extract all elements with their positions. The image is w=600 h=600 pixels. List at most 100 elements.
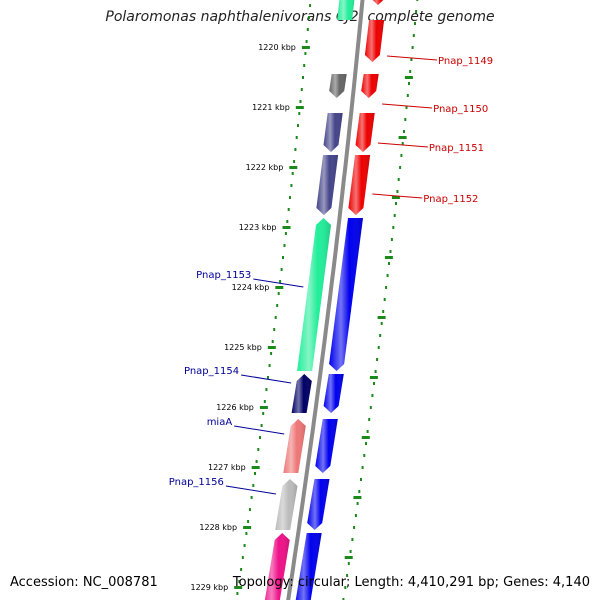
scale-dot	[254, 472, 256, 475]
scale-dot	[299, 100, 302, 103]
gene-feature[interactable]	[361, 74, 379, 98]
scale-dot	[349, 550, 352, 553]
scale-dot	[291, 172, 294, 175]
scale-dot	[376, 358, 379, 361]
scale-dot	[271, 340, 274, 343]
gene-feature[interactable]	[348, 155, 371, 215]
scale-dot	[400, 154, 403, 157]
scale-tick-label: 1224 kbp	[232, 283, 270, 292]
scale-dot	[399, 166, 402, 169]
scale-dot	[373, 382, 375, 385]
scale-dot	[353, 526, 356, 529]
gene-label[interactable]: Pnap_1154	[184, 366, 292, 384]
scale-dot	[250, 496, 253, 499]
gene-feature[interactable]	[355, 113, 375, 152]
scale-dot	[342, 598, 345, 600]
gene-feature[interactable]	[262, 533, 290, 600]
scale-dot	[252, 484, 255, 487]
scale-dot	[267, 376, 269, 379]
scale-tick	[243, 526, 252, 529]
gene-feature[interactable]	[337, 0, 356, 20]
gene-label[interactable]: Pnap_1150	[382, 103, 488, 115]
scale-dot	[390, 238, 393, 241]
scale-dot	[282, 256, 284, 259]
gene-feature[interactable]	[307, 479, 330, 530]
gene-label-text: Pnap_1151	[429, 143, 484, 154]
scale-dot	[346, 574, 349, 577]
gene-label[interactable]: Pnap_1152	[372, 193, 478, 205]
scale-dots-outer	[342, 0, 419, 600]
gene-feature[interactable]	[329, 74, 347, 98]
scale-dot	[386, 274, 389, 277]
scale-dot	[412, 34, 415, 37]
gene-label[interactable]: Pnap_1153	[196, 270, 304, 288]
scale-dot	[309, 4, 312, 7]
gene-feature[interactable]	[371, 0, 388, 5]
scale-dot	[241, 556, 244, 559]
scale-dot	[284, 232, 287, 235]
gene-feature[interactable]	[323, 113, 343, 152]
scale-dot	[369, 406, 372, 409]
scale-dot	[365, 442, 367, 445]
gene-label[interactable]: miaA	[207, 417, 285, 435]
gene-feature[interactable]	[315, 419, 338, 473]
gene-label[interactable]: Pnap_1151	[377, 142, 484, 154]
scale-dot	[388, 262, 390, 265]
scale-dot	[363, 454, 366, 457]
scale-dot	[396, 190, 399, 193]
gene-label-text: Pnap_1150	[433, 104, 488, 115]
scale-tick	[404, 76, 413, 79]
gene-feature[interactable]	[329, 218, 363, 371]
scale-dot	[374, 370, 377, 373]
scale-dot	[395, 202, 397, 205]
scale-dot	[276, 304, 279, 307]
scale-dot	[273, 328, 276, 331]
gene-label-text: Pnap_1156	[169, 477, 224, 488]
scale-tick	[251, 466, 260, 469]
scale-dot	[265, 388, 268, 391]
scale-dot	[366, 430, 369, 433]
gene-label[interactable]: Pnap_1156	[169, 477, 276, 495]
gene-label-text: miaA	[207, 417, 233, 428]
scale-dot	[289, 196, 291, 199]
scale-dot	[257, 448, 260, 451]
scale-dot	[354, 514, 357, 517]
scale-dot	[411, 46, 414, 49]
scale-dot	[415, 10, 418, 13]
scale-dot	[240, 568, 243, 571]
scale-dot	[368, 418, 371, 421]
gene-feature[interactable]	[297, 218, 331, 371]
scale-tick-label: 1226 kbp	[216, 403, 254, 412]
gene-feature[interactable]	[316, 155, 339, 215]
scale-tick-label: 1220 kbp	[258, 43, 296, 52]
scale-tick-label: 1227 kbp	[208, 463, 246, 472]
scale-tick-label: 1221 kbp	[252, 103, 290, 112]
scale-dot	[379, 334, 382, 337]
scale-tick	[377, 316, 386, 319]
scale-dot	[297, 124, 299, 127]
gene-label[interactable]: Pnap_1149	[386, 55, 493, 67]
scale-dot	[356, 502, 359, 505]
scale-dot	[300, 88, 303, 91]
scale-dot	[393, 214, 396, 217]
genome-backbone	[286, 0, 365, 600]
scale-tick	[267, 346, 276, 349]
scale-dot	[392, 226, 395, 229]
scale-dot	[347, 562, 350, 565]
gene-feature[interactable]	[323, 374, 344, 413]
gene-feature[interactable]	[291, 374, 312, 413]
scale-dot	[295, 136, 298, 139]
scale-tick-label: 1229 kbp	[190, 583, 228, 592]
scale-tick	[295, 106, 304, 109]
scale-dot	[238, 580, 241, 583]
gene-feature[interactable]	[283, 419, 306, 473]
scale-tick	[259, 406, 268, 409]
scale-dot	[351, 538, 354, 541]
scale-tick	[369, 376, 378, 379]
gene-feature[interactable]	[294, 533, 322, 600]
gene-feature[interactable]	[364, 20, 385, 62]
gene-feature[interactable]	[275, 479, 298, 530]
gene-label-text: Pnap_1149	[438, 56, 493, 67]
scale-tick	[301, 46, 310, 49]
